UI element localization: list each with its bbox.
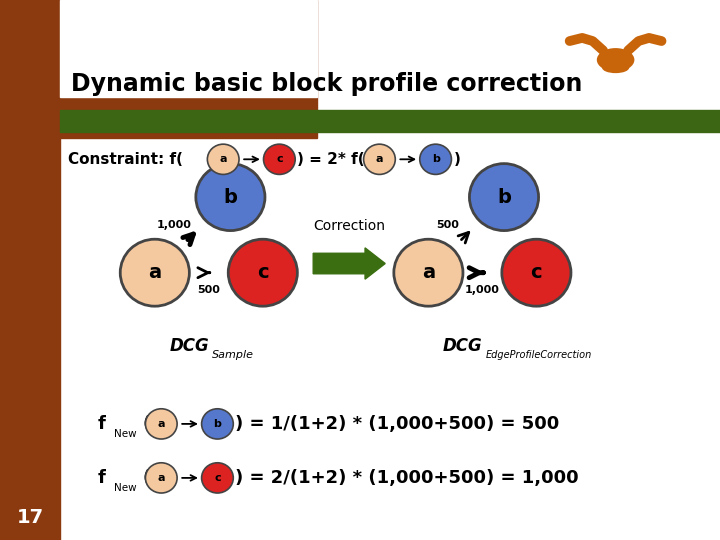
Ellipse shape [602,62,629,73]
Ellipse shape [264,144,295,174]
Ellipse shape [597,48,634,72]
Text: f: f [97,469,105,487]
Text: (: ( [143,469,150,487]
Text: f: f [97,415,105,433]
Text: EdgeProfileCorrection: EdgeProfileCorrection [486,350,593,360]
Ellipse shape [595,45,604,51]
Text: New: New [114,483,136,492]
Ellipse shape [627,45,636,51]
Ellipse shape [202,409,233,439]
Text: a: a [422,263,435,282]
FancyArrow shape [313,248,385,279]
Text: New: New [114,429,136,438]
Bar [60,0,317,97]
Text: a: a [220,154,227,164]
Ellipse shape [145,463,177,493]
Text: b: b [497,187,511,207]
Text: a: a [158,473,165,483]
Text: ) = 2/(1+2) * (1,000+500) = 1,000: ) = 2/(1+2) * (1,000+500) = 1,000 [235,469,579,487]
Text: 17: 17 [17,508,44,527]
Text: DCG: DCG [443,336,482,355]
Text: 1,000: 1,000 [157,220,192,229]
Text: b: b [223,187,238,207]
Text: c: c [531,263,542,282]
Text: Correction: Correction [313,219,385,233]
Text: c: c [214,473,221,483]
Text: 1,000: 1,000 [465,285,500,295]
Text: ): ) [454,152,461,167]
Text: DCG: DCG [169,336,209,355]
Bar [0,0,317,138]
Text: 500: 500 [436,220,459,229]
Text: 500: 500 [197,285,220,295]
Text: a: a [376,154,383,164]
Ellipse shape [394,239,463,306]
Ellipse shape [207,144,239,174]
Text: a: a [148,263,161,282]
Ellipse shape [145,409,177,439]
Ellipse shape [420,144,451,174]
Text: Constraint: f(: Constraint: f( [68,152,184,167]
Ellipse shape [120,239,189,306]
Ellipse shape [228,239,297,306]
Text: a: a [158,419,165,429]
Text: b: b [214,419,221,429]
Text: c: c [276,154,283,164]
Ellipse shape [196,164,265,231]
Text: b: b [432,154,439,164]
Text: ) = 2* f(: ) = 2* f( [297,152,365,167]
Text: (: ( [143,415,150,433]
Bar [60,110,720,132]
Ellipse shape [202,463,233,493]
Text: Dynamic basic block profile correction: Dynamic basic block profile correction [71,72,582,96]
Text: ) = 1/(1+2) * (1,000+500) = 500: ) = 1/(1+2) * (1,000+500) = 500 [235,415,559,433]
Ellipse shape [502,239,571,306]
Ellipse shape [364,144,395,174]
Ellipse shape [469,164,539,231]
Text: Sample: Sample [212,350,254,360]
Bar [0,0,60,540]
Text: c: c [257,263,269,282]
